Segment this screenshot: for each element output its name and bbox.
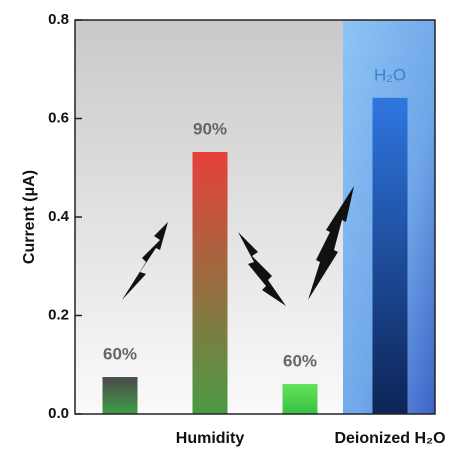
bar [193,152,228,414]
y-axis-label: Current (μA) [21,170,38,264]
bar-annotation: H₂O [374,65,406,84]
y-tick-label: 0.4 [48,208,70,225]
y-tick-label: 0.2 [48,306,69,323]
y-tick-label: 0.8 [48,11,69,28]
bar-annotation: 60% [103,345,137,364]
bar [103,377,138,414]
bar-annotation: 90% [193,119,227,138]
bar-annotation: 60% [283,351,317,370]
bar [283,384,318,414]
bar [373,98,408,414]
x-tick-label: Humidity [176,430,245,447]
y-tick-label: 0.6 [48,109,69,126]
y-tick-label: 0.0 [48,405,69,422]
x-tick-label: Deionized H₂O [334,430,445,447]
